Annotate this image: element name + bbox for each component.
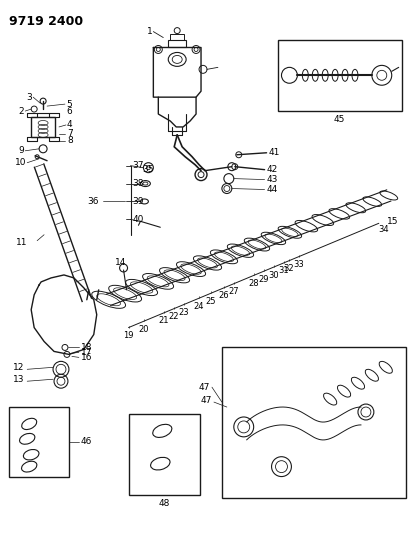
Text: 36: 36 (87, 197, 99, 206)
Text: 20: 20 (138, 325, 149, 334)
Text: 10: 10 (15, 158, 26, 167)
Text: 17: 17 (81, 348, 92, 357)
Text: 48: 48 (159, 499, 170, 508)
Text: 43: 43 (267, 175, 278, 184)
Circle shape (156, 47, 160, 52)
Text: 24: 24 (193, 302, 204, 311)
Bar (222, 348, 406, 498)
Text: 32: 32 (284, 264, 294, 273)
Text: 3: 3 (26, 93, 32, 102)
Bar (168, 39, 186, 47)
Bar (31, 117, 55, 137)
Text: 27: 27 (229, 287, 239, 296)
Text: 33: 33 (293, 260, 304, 269)
Text: 44: 44 (267, 185, 278, 194)
Text: 25: 25 (206, 296, 216, 305)
Text: 35: 35 (142, 165, 153, 174)
Text: 6: 6 (66, 107, 72, 116)
Text: 46: 46 (81, 437, 92, 446)
Text: 38: 38 (132, 179, 144, 188)
Text: 22: 22 (169, 312, 179, 321)
Text: 29: 29 (259, 274, 269, 284)
Text: 23: 23 (178, 308, 189, 317)
Text: 45: 45 (333, 115, 345, 124)
Text: 28: 28 (248, 279, 259, 288)
Text: 41: 41 (268, 148, 280, 157)
Bar (277, 39, 402, 111)
Text: 15: 15 (387, 217, 398, 226)
Text: 13: 13 (13, 375, 24, 384)
Text: 34: 34 (379, 224, 389, 233)
Text: 30: 30 (268, 271, 279, 279)
Text: 47: 47 (201, 395, 212, 405)
Text: 12: 12 (13, 363, 24, 372)
Text: 37: 37 (132, 161, 144, 170)
Bar (9, 407, 69, 477)
Text: 1: 1 (147, 27, 152, 36)
Bar (170, 34, 184, 39)
Text: 42: 42 (267, 165, 278, 174)
Text: 7: 7 (67, 130, 73, 139)
Circle shape (194, 47, 198, 52)
Text: 8: 8 (67, 136, 73, 146)
Text: 19: 19 (123, 331, 134, 340)
Bar (129, 414, 200, 496)
Text: 5: 5 (66, 100, 72, 109)
Text: 26: 26 (218, 292, 229, 301)
Text: 9: 9 (18, 146, 24, 155)
Text: 21: 21 (158, 317, 169, 326)
Text: 9719 2400: 9719 2400 (9, 15, 83, 28)
Text: 16: 16 (81, 353, 92, 362)
Text: 40: 40 (132, 215, 144, 224)
Text: 47: 47 (199, 383, 210, 392)
Text: 4: 4 (67, 120, 73, 130)
Text: 31: 31 (278, 266, 289, 276)
Text: 2: 2 (18, 107, 24, 116)
Text: 18: 18 (81, 343, 92, 352)
Text: 14: 14 (115, 257, 126, 266)
Text: 39: 39 (132, 197, 144, 206)
Text: 11: 11 (16, 238, 27, 247)
